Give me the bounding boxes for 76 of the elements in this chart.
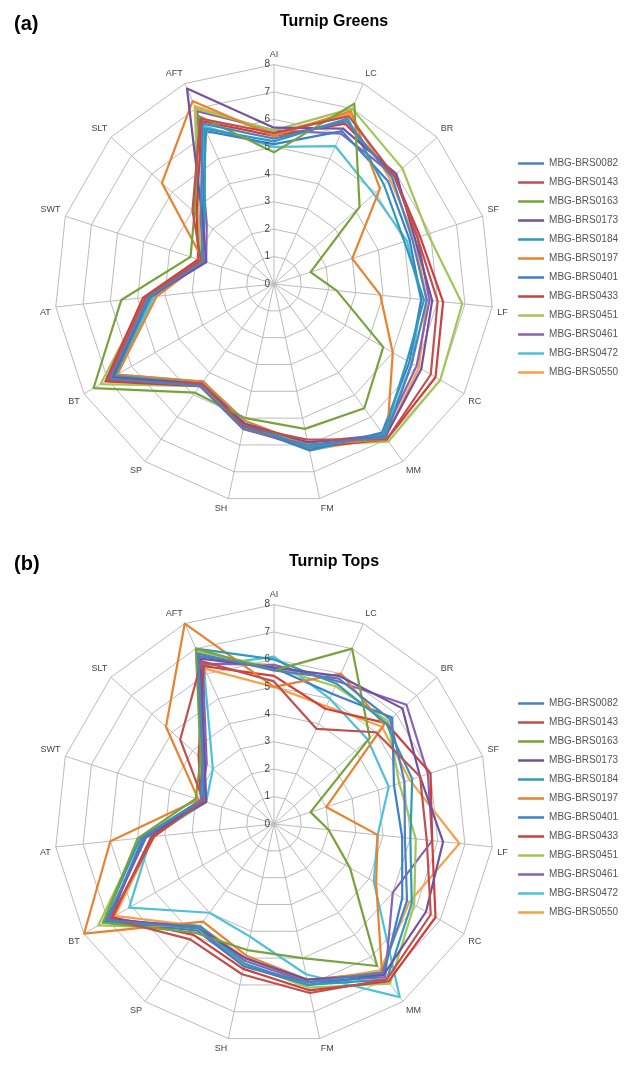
spoke-label: SWT [40,743,62,754]
spoke-label: AFT [165,608,184,619]
y-tick-label: 0 [264,277,271,289]
y-tick-label: 3 [264,195,271,207]
legend-label: MBG-BRS0461 [549,328,619,340]
legend-label: MBG-BRS0472 [549,887,619,899]
spoke-label: LC [365,608,378,619]
chart-title: Turnip Tops [288,552,380,570]
spoke-label: RC [468,396,482,407]
spoke-label: RC [468,936,482,947]
legend-label: MBG-BRS0550 [549,366,619,378]
y-tick-label: 3 [264,735,271,747]
spoke-label: BT [68,396,81,407]
y-tick-label: 1 [264,790,271,802]
legend-label: MBG-BRS0451 [549,309,619,321]
legend-label: MBG-BRS0082 [549,697,619,709]
spoke-label: MM [405,1005,421,1016]
legend-label: MBG-BRS0461 [549,868,619,880]
legend-label: MBG-BRS0433 [549,830,619,842]
y-tick-label: 0 [264,817,271,829]
spoke-label: AT [39,307,52,318]
spoke-label: SF [487,203,500,214]
y-tick-label: 8 [264,598,271,610]
y-tick-label: 7 [264,625,271,637]
y-tick-label: 5 [264,140,271,152]
spoke-label: MM [405,465,421,476]
y-tick-label: 6 [264,113,271,125]
y-tick-label: 2 [264,222,271,234]
spoke-label: AFT [165,68,184,79]
y-tick-label: 5 [264,680,271,692]
spoke-label: SH [214,503,228,514]
y-tick-label: 7 [264,85,271,97]
legend-label: MBG-BRS0082 [549,157,619,169]
y-tick-label: 2 [264,762,271,774]
spoke-label: BR [440,122,454,133]
spoke-label: AI [269,48,279,59]
spoke-label: SLT [91,662,108,673]
spoke-label: FM [320,503,334,514]
spoke-label: BT [68,936,81,947]
legend-label: MBG-BRS0401 [549,271,619,283]
spoke-label: SLT [91,122,108,133]
legend-label: MBG-BRS0163 [549,735,619,747]
legend-label: MBG-BRS0550 [549,906,619,918]
legend-label: MBG-BRS0173 [549,754,619,766]
spoke-label: SF [487,743,500,754]
y-tick-label: 1 [264,250,271,262]
spoke-label: LF [497,307,509,318]
spoke-label: LC [365,68,378,79]
spoke-label: SH [214,1043,228,1054]
legend-label: MBG-BRS0184 [549,773,619,785]
spoke-label: SP [130,1005,143,1016]
spoke-label: LF [497,847,509,858]
spoke-label: SP [130,465,143,476]
spoke-label: FM [320,1043,334,1054]
legend-label: MBG-BRS0401 [549,811,619,823]
spoke-label: SWT [40,203,62,214]
legend-label: MBG-BRS0173 [549,214,619,226]
legend-label: MBG-BRS0163 [549,195,619,207]
spoke-label: AT [39,847,52,858]
legend-label: MBG-BRS0197 [549,252,619,264]
legend-label: MBG-BRS0143 [549,176,619,188]
text: (a) [14,12,39,35]
y-tick-label: 4 [264,708,271,720]
text: (b) [14,552,40,575]
y-tick-label: 6 [264,653,271,665]
chart-title: Turnip Greens [279,12,389,30]
y-tick-label: 8 [264,58,271,70]
y-tick-label: 4 [264,168,271,180]
legend-label: MBG-BRS0433 [549,290,619,302]
legend-label: MBG-BRS0472 [549,347,619,359]
spoke-label: BR [440,662,454,673]
legend-label: MBG-BRS0197 [549,792,619,804]
legend-label: MBG-BRS0184 [549,233,619,245]
legend-label: MBG-BRS0451 [549,849,619,861]
legend-label: MBG-BRS0143 [549,716,619,728]
spoke-label: AI [269,588,279,599]
